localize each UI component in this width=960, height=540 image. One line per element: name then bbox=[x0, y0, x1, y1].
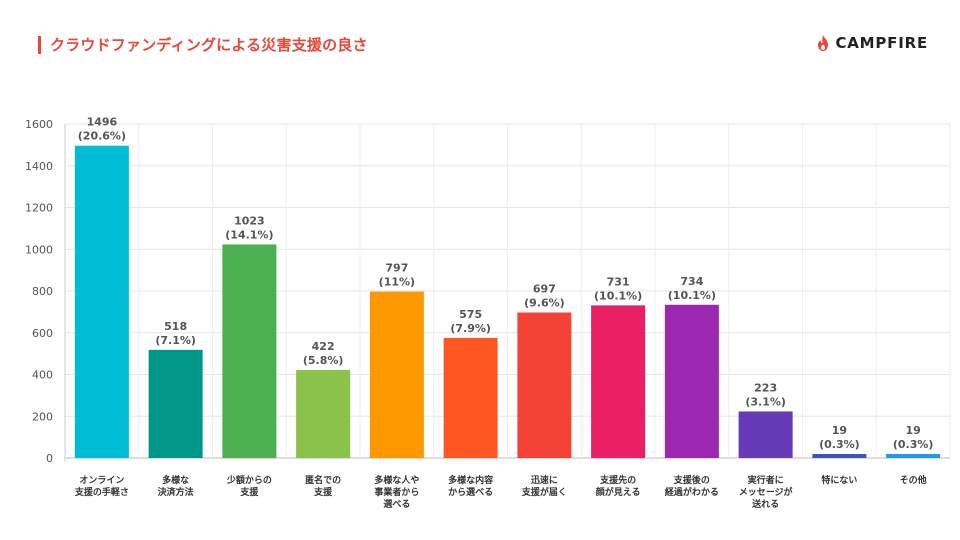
x-category-label: から選べる bbox=[448, 487, 493, 498]
bar bbox=[886, 454, 941, 458]
x-category-label: 支援 bbox=[313, 486, 333, 498]
x-category-label: 支援後の bbox=[673, 474, 710, 486]
bar-percent-label: (11%) bbox=[379, 276, 415, 289]
bar-value-label: 1023 bbox=[234, 214, 265, 227]
x-category-label: 特にない bbox=[821, 474, 857, 486]
bar-percent-label: (7.1%) bbox=[155, 334, 196, 347]
title-accent-bar bbox=[38, 36, 41, 54]
bar-value-label: 734 bbox=[680, 275, 703, 288]
x-category-label: メッセージが bbox=[739, 486, 794, 498]
bar bbox=[222, 244, 277, 458]
logo-text: CAMPFIRE bbox=[835, 34, 928, 52]
x-category-label: 実行者に bbox=[748, 474, 784, 486]
bar bbox=[591, 305, 646, 458]
x-category-label: その他 bbox=[900, 474, 927, 486]
x-category-label: 事業者から bbox=[374, 486, 419, 498]
x-category-label: 多様な内容 bbox=[448, 474, 493, 486]
bar-value-label: 697 bbox=[533, 283, 556, 296]
bar-value-label: 19 bbox=[905, 424, 920, 437]
bar bbox=[148, 349, 203, 458]
bar-value-label: 518 bbox=[164, 320, 187, 333]
bar bbox=[664, 304, 719, 458]
y-tick-label: 600 bbox=[32, 327, 53, 340]
bar bbox=[369, 291, 424, 458]
bar-value-label: 1496 bbox=[87, 116, 118, 129]
x-category-label: 顔が見える bbox=[595, 486, 641, 498]
bar bbox=[738, 411, 793, 458]
bar-value-label: 223 bbox=[754, 381, 777, 394]
bar bbox=[517, 312, 572, 458]
x-category-label: 匿名での bbox=[305, 474, 341, 486]
bar-value-label: 19 bbox=[832, 424, 847, 437]
x-category-label: 支援の手軽さ bbox=[74, 486, 129, 498]
x-category-label: 決済方法 bbox=[158, 486, 194, 498]
x-category-label: 選べる bbox=[383, 499, 410, 510]
y-tick-label: 400 bbox=[32, 369, 53, 382]
bar bbox=[74, 145, 129, 458]
bar-percent-label: (10.1%) bbox=[668, 289, 716, 302]
x-category-label: 多様な bbox=[162, 474, 189, 486]
bar-percent-label: (0.3%) bbox=[819, 438, 860, 451]
x-category-label: 支援先の bbox=[599, 474, 636, 486]
x-category-label: オンライン bbox=[79, 475, 124, 486]
y-tick-label: 1400 bbox=[25, 160, 53, 173]
y-tick-label: 1000 bbox=[25, 243, 53, 256]
x-category-label: 支援が届く bbox=[521, 486, 567, 498]
x-category-label: 少額からの bbox=[226, 474, 272, 486]
y-tick-label: 1200 bbox=[25, 202, 53, 215]
bar bbox=[812, 454, 867, 458]
bar-percent-label: (20.6%) bbox=[78, 130, 126, 143]
flame-icon bbox=[818, 35, 829, 51]
bar-percent-label: (14.1%) bbox=[225, 228, 273, 241]
bar-percent-label: (3.1%) bbox=[745, 395, 786, 408]
y-tick-label: 1600 bbox=[25, 118, 53, 131]
bar-percent-label: (0.3%) bbox=[893, 438, 934, 451]
page-title: クラウドファンディングによる災害支援の良さ bbox=[50, 36, 368, 54]
bar-percent-label: (9.6%) bbox=[524, 297, 565, 310]
x-category-label: 経過がわかる bbox=[665, 486, 719, 498]
x-category-label: 迅速に bbox=[531, 474, 558, 486]
x-category-label: 多様な人や bbox=[374, 474, 419, 486]
bar bbox=[443, 337, 498, 458]
bar-percent-label: (5.8%) bbox=[303, 354, 344, 367]
y-tick-label: 200 bbox=[32, 410, 53, 423]
bar-value-label: 731 bbox=[607, 275, 630, 288]
bar-value-label: 797 bbox=[385, 262, 408, 275]
bar-percent-label: (10.1%) bbox=[594, 289, 642, 302]
x-category-label: 送れる bbox=[751, 498, 779, 510]
bar-value-label: 422 bbox=[312, 340, 335, 353]
bar-value-label: 575 bbox=[459, 308, 482, 321]
x-category-label: 支援 bbox=[239, 486, 259, 498]
y-tick-label: 800 bbox=[32, 285, 53, 298]
bar-percent-label: (7.9%) bbox=[450, 322, 491, 335]
campfire-logo: CAMPFIRE bbox=[816, 34, 928, 52]
y-tick-label: 0 bbox=[46, 452, 53, 465]
bar bbox=[296, 369, 351, 458]
